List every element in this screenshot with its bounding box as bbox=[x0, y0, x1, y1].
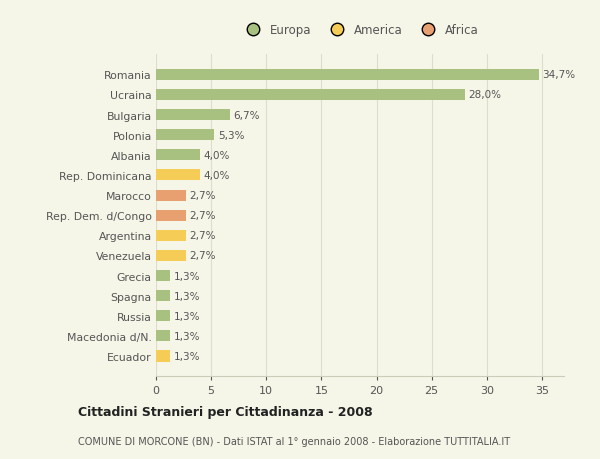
Bar bbox=[156, 291, 170, 302]
Text: 5,3%: 5,3% bbox=[218, 130, 244, 140]
Text: 34,7%: 34,7% bbox=[542, 70, 575, 80]
Bar bbox=[156, 70, 539, 81]
Bar bbox=[156, 130, 214, 141]
Text: 4,0%: 4,0% bbox=[203, 151, 230, 161]
Text: 2,7%: 2,7% bbox=[189, 231, 215, 241]
Text: 1,3%: 1,3% bbox=[173, 351, 200, 361]
Text: 6,7%: 6,7% bbox=[233, 110, 260, 120]
Bar bbox=[156, 150, 200, 161]
Text: 2,7%: 2,7% bbox=[189, 251, 215, 261]
Bar bbox=[156, 351, 170, 362]
Text: Cittadini Stranieri per Cittadinanza - 2008: Cittadini Stranieri per Cittadinanza - 2… bbox=[78, 405, 373, 419]
Bar bbox=[156, 230, 186, 241]
Text: 4,0%: 4,0% bbox=[203, 171, 230, 180]
Bar bbox=[156, 210, 186, 221]
Text: 28,0%: 28,0% bbox=[468, 90, 501, 100]
Text: 1,3%: 1,3% bbox=[173, 331, 200, 341]
Bar bbox=[156, 330, 170, 341]
Bar bbox=[156, 110, 230, 121]
Text: 1,3%: 1,3% bbox=[173, 311, 200, 321]
Bar bbox=[156, 270, 170, 281]
Text: COMUNE DI MORCONE (BN) - Dati ISTAT al 1° gennaio 2008 - Elaborazione TUTTITALIA: COMUNE DI MORCONE (BN) - Dati ISTAT al 1… bbox=[78, 437, 510, 446]
Text: 2,7%: 2,7% bbox=[189, 190, 215, 201]
Bar bbox=[156, 190, 186, 201]
Bar bbox=[156, 311, 170, 322]
Text: 2,7%: 2,7% bbox=[189, 211, 215, 221]
Legend: Europa, America, Africa: Europa, America, Africa bbox=[236, 19, 484, 42]
Bar bbox=[156, 170, 200, 181]
Text: 1,3%: 1,3% bbox=[173, 291, 200, 301]
Bar bbox=[156, 90, 465, 101]
Text: 1,3%: 1,3% bbox=[173, 271, 200, 281]
Bar bbox=[156, 250, 186, 262]
